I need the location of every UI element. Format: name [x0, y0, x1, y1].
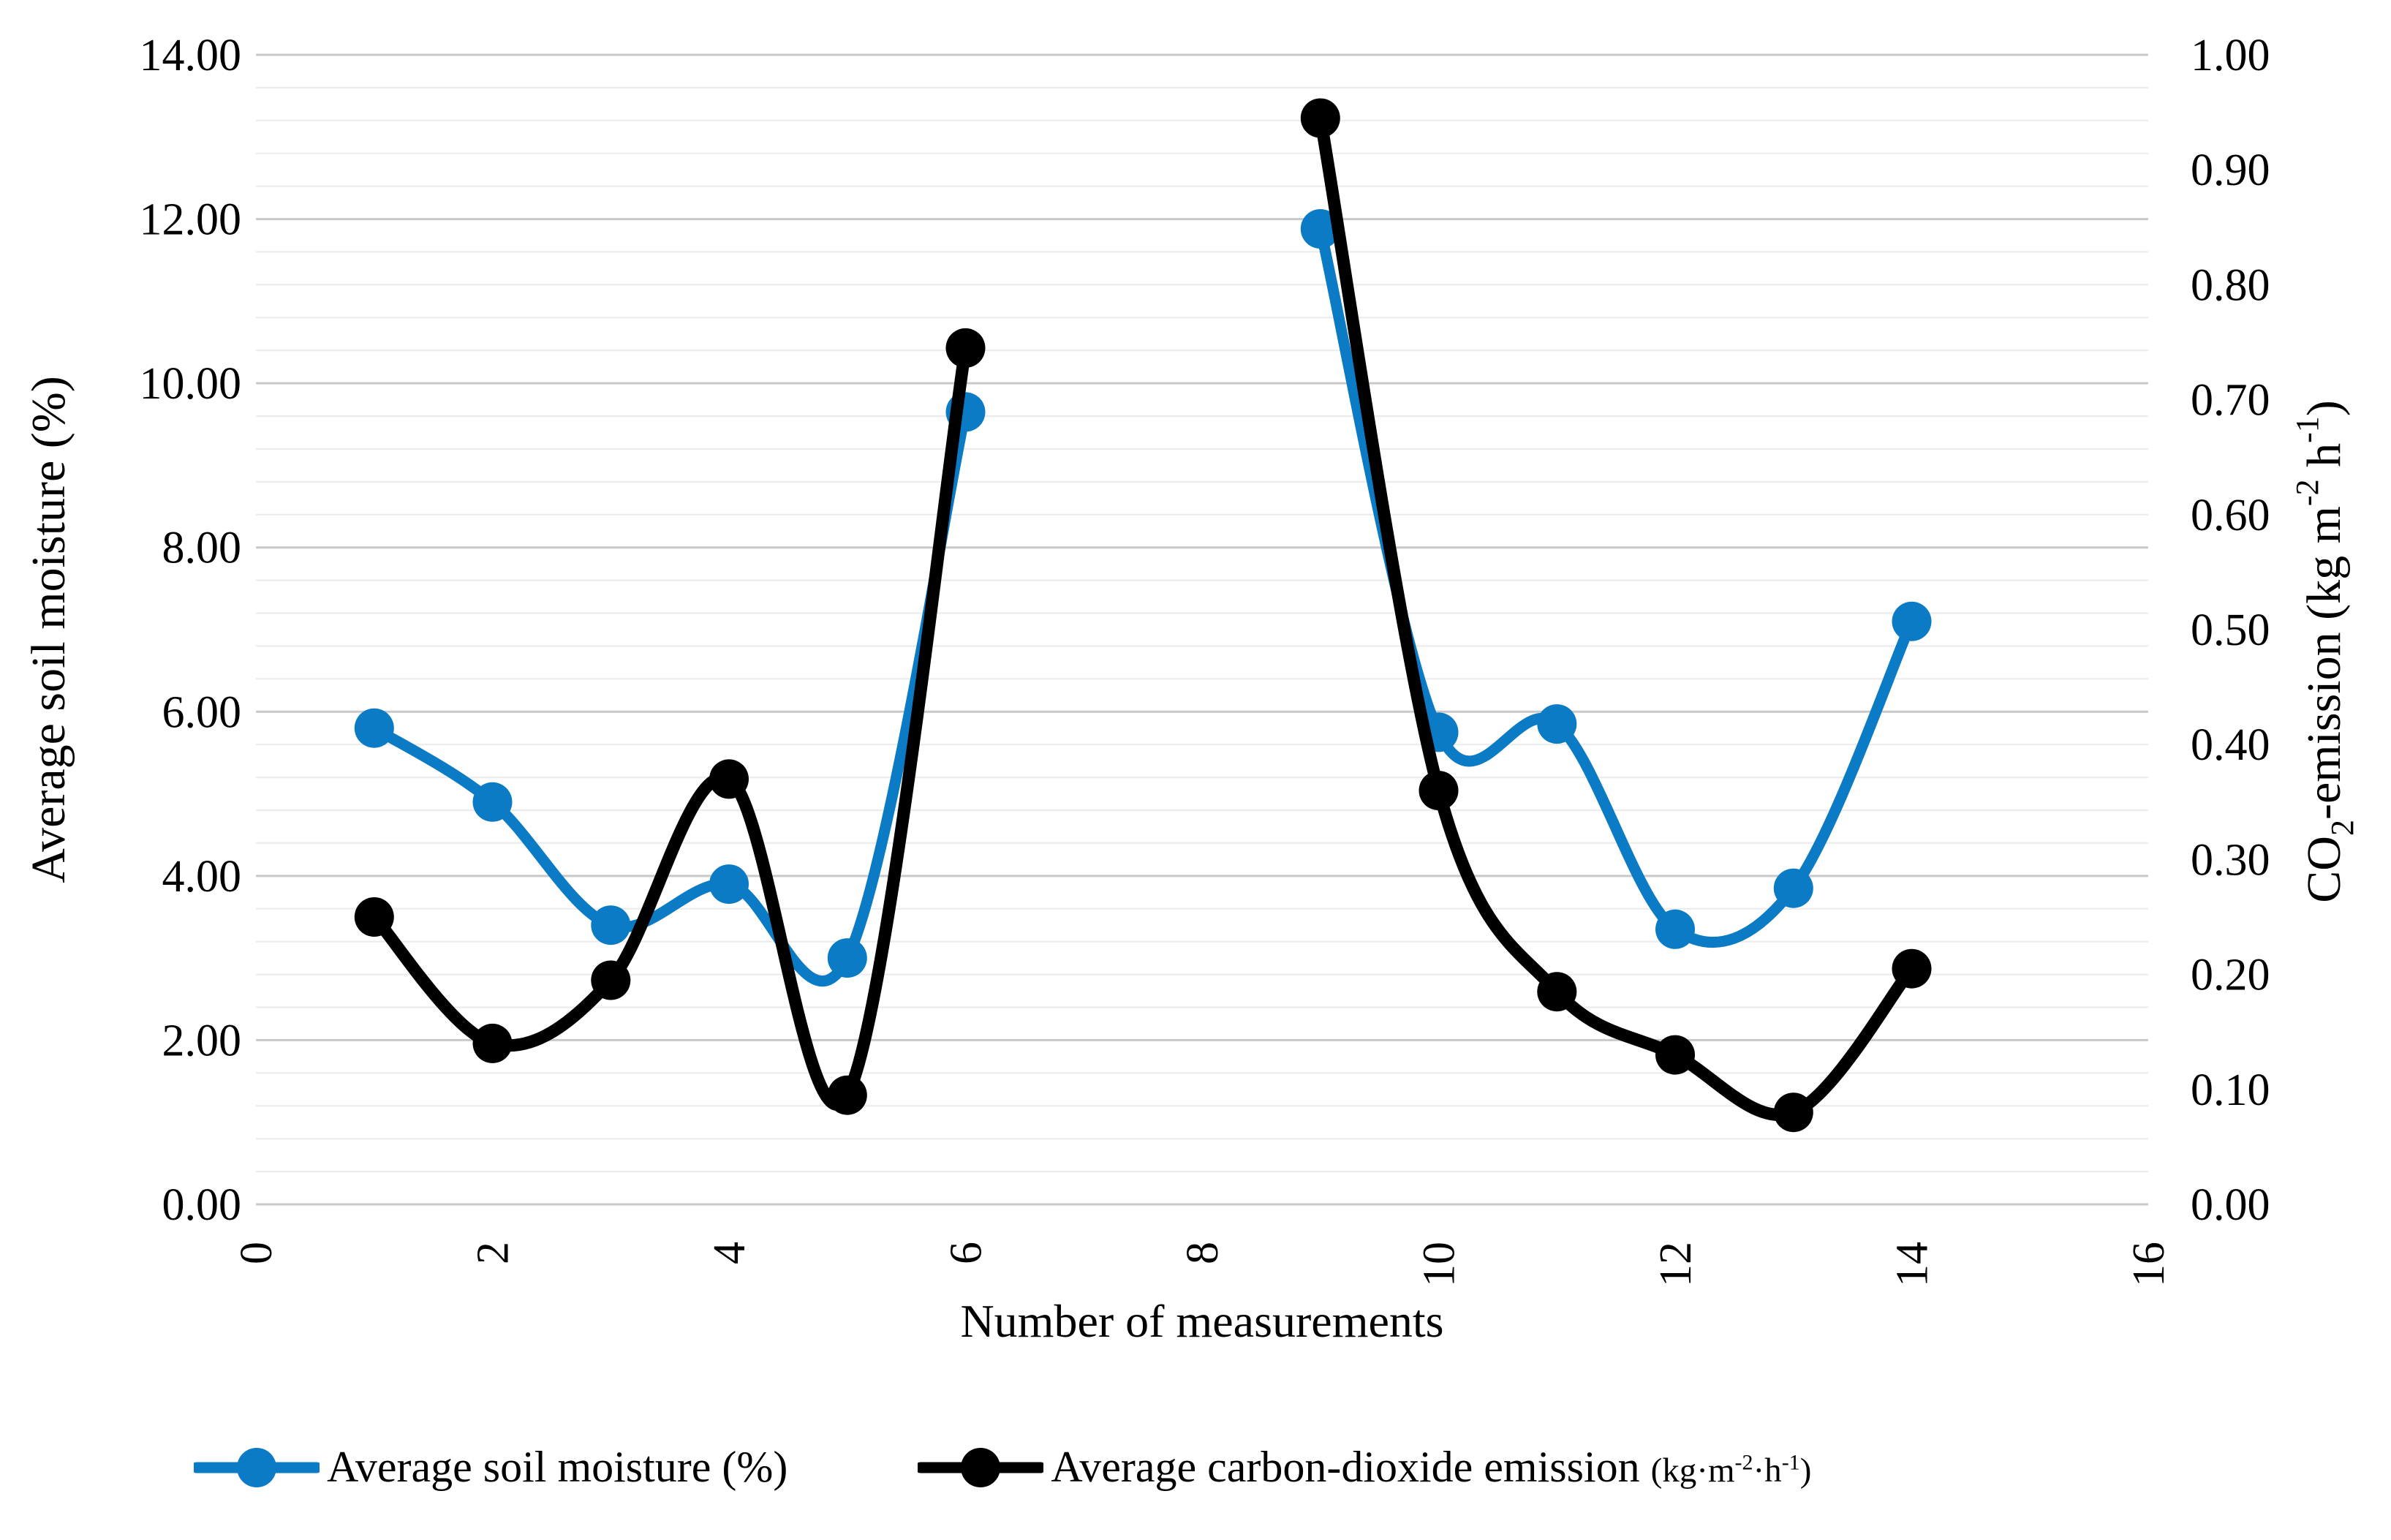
y-left-tick-label: 14.00 [140, 31, 242, 80]
plot-area: 0.00 2.00 4.00 6.00 8.00 10.00 12.00 14.00 0.00 0… [22, 31, 2360, 1287]
soil-data-point-marker [1655, 909, 1695, 949]
co2-data-point-marker [1655, 1035, 1695, 1075]
soil-data-point-marker [354, 708, 394, 748]
x-tick-label: 16 [2124, 1242, 2174, 1287]
co2-data-point-marker [1300, 98, 1340, 138]
x-tick-label: 4 [705, 1242, 755, 1264]
y-right-tick-label: 0.50 [2191, 605, 2270, 655]
y-left-tick-label: 12.00 [140, 195, 242, 245]
y-right-tick-label: 0.60 [2191, 491, 2270, 540]
y-right-tick-label: 0.00 [2191, 1180, 2270, 1230]
y-right-tick-label: 0.10 [2191, 1065, 2270, 1115]
soil-data-point-marker [1537, 704, 1577, 744]
co2-data-point-marker [354, 897, 394, 937]
soil-data-point-marker [1892, 601, 1932, 641]
y-right-tick-label: 0.40 [2191, 720, 2270, 770]
legend-label-co2-emission: Average carbon-dioxide emission (kg·m-2·… [1051, 1443, 1812, 1491]
soil-series-line [1315, 223, 1917, 948]
x-tick-label: 0 [232, 1242, 282, 1264]
soil-data-point-marker [591, 905, 631, 945]
co2-series-line [368, 341, 972, 1111]
co2-series-line [1314, 112, 1918, 1122]
y-left-tick-label: 4.00 [162, 852, 242, 902]
soil-data-point-marker [709, 864, 749, 905]
y-right-tick-label: 0.20 [2191, 951, 2270, 1000]
x-tick-label: 12 [1651, 1242, 1701, 1287]
legend-co2-unit: (kg·m-2·h-1) [1650, 1450, 1812, 1490]
y-left-tick-label: 10.00 [140, 359, 242, 409]
y-left-tick-label: 2.00 [162, 1016, 242, 1065]
co2-data-point-marker [709, 759, 749, 799]
soil-data-point-marker [827, 938, 867, 978]
legend-item-co2-emission: Average carbon-dioxide emission (kg·m-2·… [918, 1442, 1811, 1492]
x-tick-label: 2 [469, 1242, 518, 1264]
y-right-tick-label: 0.70 [2191, 376, 2270, 426]
y-left-tick-label: 8.00 [162, 524, 242, 573]
co2-data-point-marker [1773, 1092, 1813, 1133]
soil-data-point-marker [472, 782, 513, 822]
x-tick-label: 14 [1888, 1242, 1938, 1287]
co2-data-point-marker [827, 1075, 867, 1115]
y-left-tick-label: 6.00 [162, 687, 242, 737]
y-right-axis-title: CO2-emission (kg m-2 h-1) [2289, 400, 2360, 902]
soil-series-legend-marker-icon [194, 1447, 320, 1487]
x-tick-label: 8 [1178, 1242, 1228, 1264]
y-right-tick-label: 1.00 [2191, 31, 2270, 80]
y-left-tick-label: 0.00 [162, 1180, 242, 1230]
y-right-tick-label: 0.80 [2191, 260, 2270, 310]
legend-item-soil-moisture: Average soil moisture (%) [194, 1442, 787, 1492]
y-right-tick-label: 0.90 [2191, 146, 2270, 195]
x-tick-label: 6 [942, 1242, 991, 1264]
soil-data-point-marker [1300, 209, 1340, 249]
legend-label-soil-moisture: Average soil moisture (%) [327, 1443, 788, 1491]
soil-data-point-marker [1773, 868, 1813, 908]
legend: Average soil moisture (%) Average carbon… [194, 1442, 2241, 1492]
co2-data-point-marker [591, 960, 631, 1000]
co2-data-point-marker [945, 328, 986, 368]
x-axis-title: Number of measurements [960, 1295, 1444, 1347]
co2-data-point-marker [1892, 948, 1932, 989]
co2-data-point-marker [1419, 771, 1459, 811]
y-left-axis-title: Average soil moisture (%) [22, 376, 75, 883]
co2-series-legend-marker-icon [918, 1447, 1044, 1487]
x-tick-label: 10 [1415, 1242, 1465, 1287]
soil-series-line [369, 406, 971, 987]
co2-data-point-marker [472, 1023, 513, 1063]
co2-data-point-marker [1537, 972, 1577, 1012]
y-right-tick-label: 0.30 [2191, 835, 2270, 885]
